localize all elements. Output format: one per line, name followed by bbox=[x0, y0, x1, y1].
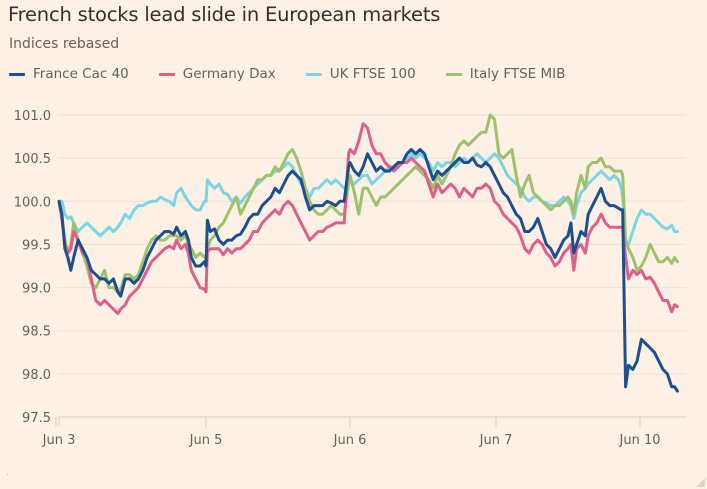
chart-title: French stocks lead slide in European mar… bbox=[8, 3, 441, 26]
y-tick-label: 100.5 bbox=[14, 152, 51, 167]
series-line-italy-ftse-mib bbox=[57, 113, 679, 294]
gridlines bbox=[58, 114, 686, 418]
y-tick-label: 99.5 bbox=[22, 238, 51, 253]
y-tick-label: 98.5 bbox=[22, 325, 51, 340]
legend-item-italy: Italy FTSE MIB bbox=[445, 66, 566, 82]
corner-mark bbox=[7, 474, 8, 475]
y-tick-label: 98.0 bbox=[22, 368, 51, 383]
y-tick-label: 100.0 bbox=[14, 195, 51, 210]
chart-subtitle: Indices rebased bbox=[9, 36, 120, 52]
series-line-uk-ftse-100 bbox=[57, 152, 679, 246]
legend-swatch-france bbox=[9, 72, 25, 76]
chart-legend: France Cac 40 Germany Dax UK FTSE 100 It… bbox=[9, 66, 595, 82]
resize-handle-icon[interactable] bbox=[696, 478, 705, 487]
y-tick-label: 101.0 bbox=[14, 109, 51, 124]
series-line-france-cac-40 bbox=[57, 148, 679, 393]
legend-item-germany: Germany Dax bbox=[158, 66, 276, 82]
y-tick-label: 99.0 bbox=[22, 282, 51, 297]
legend-swatch-uk bbox=[305, 72, 322, 76]
legend-label-france: France Cac 40 bbox=[33, 66, 129, 82]
legend-label-germany: Germany Dax bbox=[182, 66, 276, 82]
x-tick-label: Jun 5 bbox=[189, 433, 223, 448]
x-tick-label: Jun 3 bbox=[42, 433, 76, 448]
y-axis-ticks: 101.0 100.5 100.0 99.5 99.0 98.5 98.0 97.5 bbox=[14, 109, 51, 426]
x-tick-label: Jun 10 bbox=[619, 433, 661, 448]
x-axis-ticks: Jun 3 Jun 5 Jun 6 Jun 7 Jun 10 bbox=[42, 417, 661, 448]
x-tick-label: Jun 7 bbox=[479, 433, 513, 448]
legend-item-uk: UK FTSE 100 bbox=[305, 66, 416, 82]
legend-swatch-germany bbox=[158, 72, 175, 76]
legend-swatch-italy bbox=[445, 72, 462, 76]
legend-item-france: France Cac 40 bbox=[9, 66, 129, 82]
series-line-germany-dax bbox=[57, 122, 679, 315]
legend-label-italy: Italy FTSE MIB bbox=[469, 66, 566, 82]
legend-label-uk: UK FTSE 100 bbox=[329, 66, 416, 82]
y-tick-label: 97.5 bbox=[22, 411, 51, 426]
series-lines bbox=[57, 113, 679, 393]
x-tick-label: Jun 6 bbox=[333, 433, 367, 448]
